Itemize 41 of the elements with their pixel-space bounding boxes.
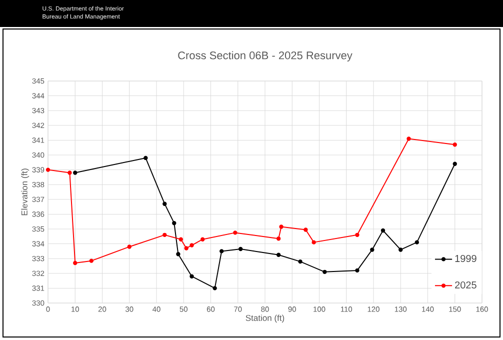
legend-label: 1999 — [455, 254, 476, 262]
point — [89, 258, 94, 263]
point — [452, 142, 457, 147]
point — [190, 243, 194, 248]
point — [406, 136, 411, 141]
point — [176, 252, 180, 256]
point — [162, 232, 167, 238]
point — [322, 270, 327, 274]
point — [355, 268, 360, 273]
point — [46, 168, 50, 172]
x-axis-title: Station (ft) — [246, 314, 284, 323]
point — [73, 260, 78, 266]
point — [312, 240, 316, 244]
point — [452, 162, 457, 166]
point — [162, 202, 167, 206]
point — [298, 259, 302, 264]
legend-label: 2025 — [455, 281, 476, 289]
point — [73, 170, 78, 175]
point — [238, 246, 243, 252]
point — [212, 286, 217, 290]
point — [178, 237, 184, 242]
point — [233, 230, 238, 235]
chart-title: Cross Section 06B - 2025 Resurvey — [178, 51, 352, 62]
point — [68, 170, 72, 175]
point — [190, 274, 194, 278]
y-axis-title: Elevation (ft) — [21, 168, 30, 216]
point — [279, 224, 284, 229]
point — [355, 232, 360, 238]
point — [220, 249, 224, 254]
point — [184, 246, 188, 250]
point — [380, 228, 386, 233]
point — [200, 237, 205, 242]
point — [304, 228, 308, 232]
point — [398, 248, 403, 252]
point — [127, 244, 132, 249]
point — [144, 156, 148, 160]
point — [172, 220, 176, 226]
point — [276, 252, 281, 257]
point — [414, 240, 420, 244]
point — [276, 236, 281, 241]
point — [370, 248, 374, 252]
